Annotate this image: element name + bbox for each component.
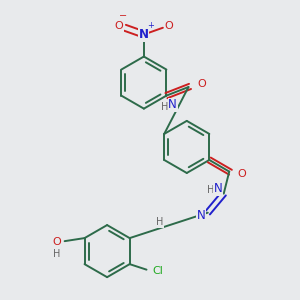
Text: −: − (119, 11, 128, 21)
Text: O: O (52, 237, 61, 247)
Text: N: N (168, 98, 177, 112)
Text: H: H (161, 102, 168, 112)
Text: Cl: Cl (153, 266, 164, 276)
Text: O: O (114, 21, 123, 31)
Text: N: N (139, 28, 149, 41)
Text: +: + (147, 21, 154, 30)
Text: H: H (207, 185, 214, 195)
Text: O: O (165, 21, 173, 31)
Text: N: N (197, 208, 206, 222)
Text: N: N (214, 182, 223, 195)
Text: O: O (197, 79, 206, 89)
Text: O: O (238, 169, 247, 179)
Text: H: H (53, 249, 61, 259)
Text: H: H (156, 217, 163, 227)
